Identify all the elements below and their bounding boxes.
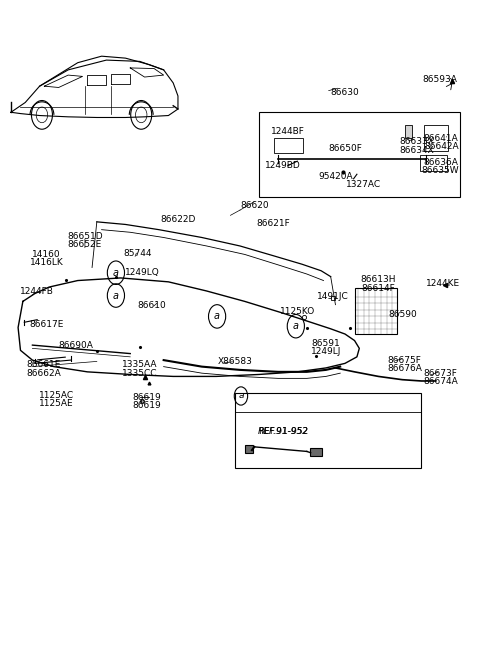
Text: 1491JC: 1491JC [317,291,349,301]
Text: 86676A: 86676A [387,364,422,373]
Text: 86610: 86610 [137,301,166,310]
Bar [420,155,446,171]
Text: 14160: 14160 [33,250,61,259]
Text: 86630: 86630 [331,88,360,97]
Text: 1335AA: 1335AA [122,360,157,369]
Bar [235,393,421,468]
Text: 1249LJ: 1249LJ [311,347,341,356]
Text: 86591: 86591 [312,339,340,348]
Text: 86690A: 86690A [58,341,93,350]
Text: 86651D: 86651D [67,232,103,240]
Text: 86652E: 86652E [68,240,102,248]
Text: 86620: 86620 [240,201,269,210]
Bar [310,448,322,456]
Text: 86633X: 86633X [399,137,434,146]
Text: 1125AE: 1125AE [39,400,73,408]
Text: 1249BD: 1249BD [265,161,301,170]
Text: 1244FB: 1244FB [20,287,53,296]
Text: 1125KO: 1125KO [280,307,315,316]
Text: 1249LQ: 1249LQ [125,268,159,277]
Text: 86636A: 86636A [424,158,458,167]
Text: 86634X: 86634X [399,145,434,155]
Text: 1244BF: 1244BF [271,127,305,136]
Text: 1125AC: 1125AC [39,391,74,400]
Text: 86614F: 86614F [361,284,395,293]
Text: 86635W: 86635W [421,166,458,176]
Polygon shape [405,125,412,138]
Text: a: a [214,311,220,322]
Text: 86622D: 86622D [160,215,196,225]
Text: 86675F: 86675F [388,356,421,365]
Text: 86593A: 86593A [422,75,457,84]
Text: 86619: 86619 [132,402,161,410]
Text: REF.91-952: REF.91-952 [258,427,308,436]
Text: 1335CC: 1335CC [122,369,157,378]
FancyArrowPatch shape [37,357,65,360]
Text: 86674A: 86674A [423,377,458,386]
Text: 85744: 85744 [123,250,152,258]
Bar [424,125,447,151]
Text: 86590: 86590 [388,310,417,319]
Text: a: a [113,291,119,301]
Text: 86650F: 86650F [328,143,362,153]
Text: X86583: X86583 [218,357,252,366]
Text: 86621F: 86621F [256,219,290,228]
Bar [355,288,397,334]
Bar [259,112,459,197]
Text: REF.91-952: REF.91-952 [257,427,308,436]
Text: 1416LK: 1416LK [30,259,63,267]
Bar [245,445,253,453]
Text: 86641A: 86641A [424,134,458,143]
Text: 95420A: 95420A [318,172,353,181]
Text: 1327AC: 1327AC [346,179,381,189]
Text: 86662A: 86662A [26,369,61,378]
Text: 86661E: 86661E [26,360,60,369]
Text: 86673F: 86673F [423,369,457,378]
Text: 86642A: 86642A [424,141,458,151]
Text: 86617E: 86617E [30,320,64,329]
Bar [275,138,303,153]
Text: 1244KE: 1244KE [426,278,460,288]
Text: a: a [238,392,244,400]
Text: a: a [293,321,299,331]
Text: 86613H: 86613H [360,275,396,284]
Text: a: a [113,268,119,278]
Text: 86619: 86619 [132,393,161,402]
